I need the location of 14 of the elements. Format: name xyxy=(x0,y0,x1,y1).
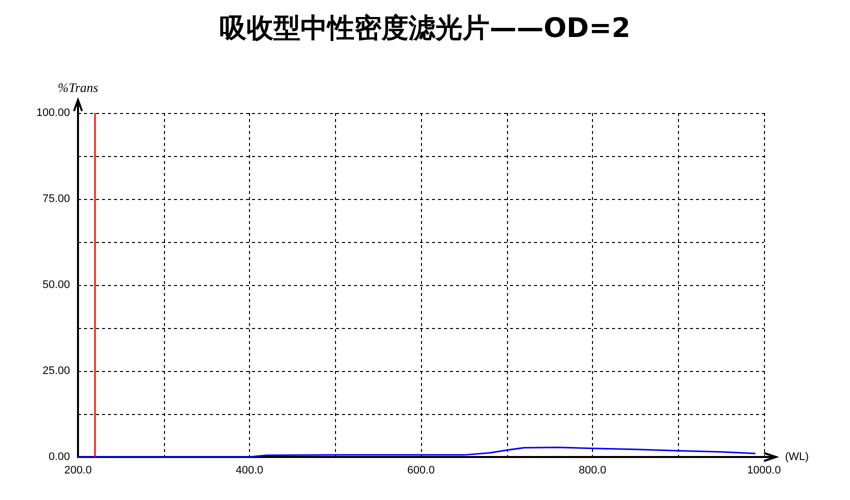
line-series xyxy=(77,446,756,458)
x-tick-label: 600.0 xyxy=(407,464,435,476)
chart-title: 吸收型中性密度滤光片——OD=2 xyxy=(220,13,630,44)
y-tick-label: 50.00 xyxy=(42,279,70,291)
y-tick-label: 25.00 xyxy=(42,365,70,377)
x-tick-label: 400.0 xyxy=(236,464,264,476)
x-tick-label: 1000.0 xyxy=(747,464,781,476)
x-axis-title: (WL) xyxy=(785,451,809,463)
x-tick-label: 200.0 xyxy=(64,464,92,476)
y-tick-label: 75.00 xyxy=(42,193,70,205)
y-axis-title: %Trans xyxy=(58,80,98,95)
y-tick-label: 100.00 xyxy=(36,107,70,119)
x-tick-label: 800.0 xyxy=(578,464,606,476)
y-tick-label: 0.00 xyxy=(48,451,70,463)
